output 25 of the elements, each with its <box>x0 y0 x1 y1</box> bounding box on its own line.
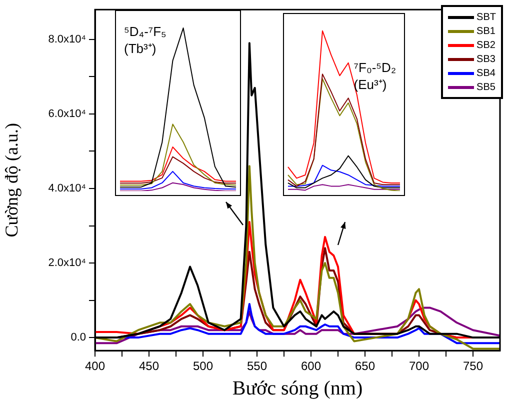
y-tick-label: 6.0x10⁴ <box>48 108 86 120</box>
x-tick-label: 600 <box>300 359 322 374</box>
annotation: (Eu³⁺) <box>354 76 388 93</box>
x-tick-label: 700 <box>408 359 430 374</box>
legend-label: SB5 <box>476 82 496 92</box>
x-tick-label: 450 <box>138 359 160 374</box>
x-tick-label: 750 <box>462 359 484 374</box>
annotation: (Tb³⁺) <box>124 40 158 57</box>
x-tick-label: 550 <box>246 359 268 374</box>
legend-label: SB3 <box>476 54 496 64</box>
x-tick-label: 400 <box>84 359 106 374</box>
legend-label: SB4 <box>476 68 496 78</box>
legend-label: SBT <box>476 12 496 22</box>
legend-label: SB1 <box>476 26 496 36</box>
y-tick-label: 4.0x10⁴ <box>48 182 86 195</box>
annotation: ⁵D₄-⁷F₅ <box>124 23 166 40</box>
legend-label: SB2 <box>476 40 496 50</box>
y-tick-label: 2.0x10⁴ <box>48 257 86 270</box>
x-tick-label: 650 <box>354 359 376 374</box>
x-axis-title: Bước sóng (nm) <box>232 377 363 400</box>
annotation: ⁷F₀-⁵D₂ <box>354 59 396 76</box>
y-axis-title: Cường độ (a.u.) <box>2 122 22 238</box>
y-tick-label: 0.0 <box>70 332 86 344</box>
x-tick-label: 500 <box>192 359 214 374</box>
y-tick-label: 8.0x10⁴ <box>48 33 86 46</box>
